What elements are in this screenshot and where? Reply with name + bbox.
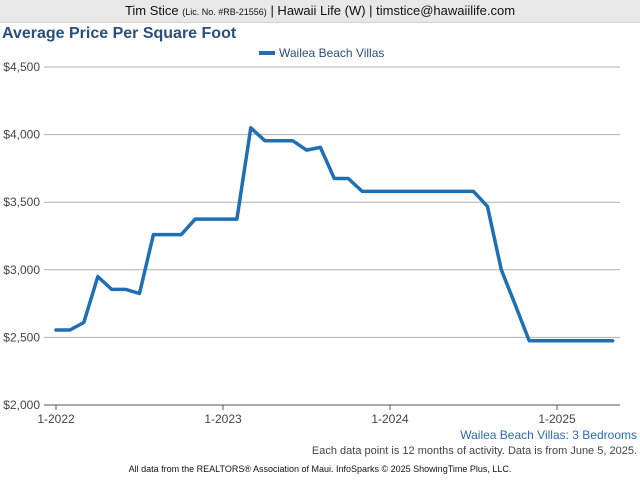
legend: Wailea Beach Villas xyxy=(259,46,384,60)
y-tick-label: $3,000 xyxy=(3,263,40,277)
x-tick-label: 1-2025 xyxy=(538,412,576,426)
agent-contact: | Hawaii Life (W) | timstice@hawaiilife.… xyxy=(270,3,516,18)
legend-swatch xyxy=(259,51,275,55)
agent-header: Tim Stice (Lic. No. #RB-21556) | Hawaii … xyxy=(0,0,640,23)
x-tick-label: 1-2023 xyxy=(204,412,242,426)
y-tick-label: $3,500 xyxy=(3,195,40,209)
x-tick-label: 1-2022 xyxy=(37,412,75,426)
agent-license: (Lic. No. #RB-21556) xyxy=(182,7,267,17)
y-axis: $2,000 $2,500 $3,000 $3,500 $4,000 $4,500 xyxy=(3,60,40,412)
x-axis: 1-2022 1-2023 1-2024 1-2025 xyxy=(37,404,620,426)
y-tick-label: $4,500 xyxy=(3,60,40,74)
legend-label: Wailea Beach Villas xyxy=(279,46,385,60)
series-group xyxy=(54,126,615,343)
footer-credit: All data from the REALTORS® Association … xyxy=(128,464,512,474)
agent-name: Tim Stice xyxy=(124,3,179,18)
y-tick-label: $4,000 xyxy=(3,128,40,142)
chart-title: Average Price Per Square Foot xyxy=(2,25,237,42)
chart-subtitle: Wailea Beach Villas: 3 Bedrooms xyxy=(460,428,637,442)
series-line xyxy=(54,126,615,343)
y-tick-label: $2,500 xyxy=(3,330,40,344)
data-note: Each data point is 12 months of activity… xyxy=(311,445,637,457)
x-tick-label: 1-2024 xyxy=(371,412,409,426)
y-tick-label: $2,000 xyxy=(3,398,40,412)
grid xyxy=(44,66,620,406)
